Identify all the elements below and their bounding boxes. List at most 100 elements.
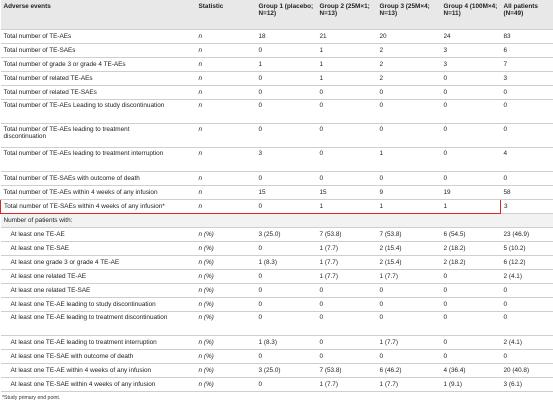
value-cell: 83 [500,29,553,44]
row-label: At least one grade 3 or grade 4 TE-AE [0,255,196,270]
row-label: Total number of TE-SAEs with outcome of … [0,171,196,186]
value-cell: 1 (7.7) [316,377,377,392]
table-row: At least one TE-AE within 4 weeks of any… [0,363,553,378]
label-text: At least one grade 3 or grade 4 TE-AE [10,259,120,266]
value-cell: 0 [255,377,317,392]
table-row: Total number of TE-AEs within 4 weeks of… [0,185,553,200]
label-text: At least one TE-SAE with outcome of deat… [10,353,134,360]
value-cell: 0 [316,297,377,312]
row-label: At least one TE-AE leading to study disc… [0,297,196,312]
value-cell: 0 [316,311,377,336]
value-cell: 0 [255,99,317,124]
value-cell: 6 (12.2) [500,255,553,270]
table-row: Total number of grade 3 or grade 4 TE-AE… [0,57,553,72]
value-cell: 0 [440,311,501,336]
label-text: At least one TE-AE within 4 weeks of any… [10,367,152,374]
value-cell: 0 [440,99,501,124]
table-row: At least one TE-SAE with outcome of deat… [0,349,553,364]
row-label: At least one TE-SAE with outcome of deat… [0,349,196,364]
section-row: Number of patients with: [0,213,553,228]
value-cell: 0 [316,85,377,100]
value-cell: 1 (8.3) [255,335,317,350]
value-cell: 6 (46.2) [376,363,441,378]
value-cell: 1 (7.7) [376,269,441,284]
statistic: n [195,71,256,86]
row-label: Total number of grade 3 or grade 4 TE-AE… [0,57,196,72]
value-cell: 1 [255,57,317,72]
value-cell: 0 [255,85,317,100]
table-row: At least one grade 3 or grade 4 TE-AE n (… [0,255,553,270]
statistic: n (%) [195,297,256,312]
value-cell: 0 [376,349,441,364]
value-cell: 0 [255,43,317,58]
value-cell: 0 [255,269,317,284]
value-cell: 3 [440,43,501,58]
value-cell: 0 [316,171,377,186]
value-cell: 18 [255,29,317,44]
table-row: Total number of related TE-AEs n 0 1 2 0 3 [0,71,553,86]
label-text: At least one TE-AE leading to study disc… [10,301,156,308]
statistic: n [195,199,256,214]
value-cell: 2 (15.4) [376,255,441,270]
label-text: Total number of TE-AEs within 4 weeks of… [3,189,158,196]
statistic: n (%) [195,363,256,378]
statistic: n (%) [195,335,256,350]
table-row: At least one TE-SAE within 4 weeks of an… [0,377,553,392]
value-cell: 0 [440,269,501,284]
value-cell: 7 (53.8) [376,227,441,242]
value-cell: 2 [376,57,441,72]
row-label: At least one TE-AE leading to treatment … [0,335,196,350]
value-cell: 1 (7.7) [316,255,377,270]
label-text: At least one TE-AE [10,231,65,238]
header-cell: Group 1 (placebo; N=12) [255,0,317,30]
table-row: At least one TE-AE leading to treatment … [0,311,553,336]
value-cell: 3 [500,199,553,214]
label-text: At least one TE-SAE [10,245,70,252]
value-cell: 0 [255,241,317,256]
value-cell: 0 [316,99,377,124]
label-text: Total number of related TE-SAEs [3,89,97,96]
value-cell: 0 [316,283,377,298]
row-label: At least one related TE-SAE [0,283,196,298]
header-cell: All patients (N=49) [500,0,553,30]
statistic: n [195,185,256,200]
value-cell: 0 [316,335,377,350]
table-row: At least one TE-AE leading to treatment … [0,335,553,350]
value-cell: 0 [316,147,377,172]
statistic: n (%) [195,377,256,392]
value-cell: 1 [316,71,377,86]
value-cell: 19 [440,185,501,200]
value-cell: 2 (18.2) [440,255,501,270]
value-cell: 0 [255,123,317,148]
label-text: Total number of TE-AEs Leading to study … [3,102,165,109]
value-cell: 1 [376,199,441,214]
label-text: Total number of grade 3 or grade 4 TE-AE… [3,61,126,68]
value-cell: 0 [376,85,441,100]
value-cell: 0 [500,297,553,312]
label-text: Total number of TE-AEs leading to treatm… [3,150,164,157]
statistic: n (%) [195,255,256,270]
table-row: At least one related TE-AE n (%) 0 1 (7.7) 1… [0,269,553,284]
statistic: n (%) [195,283,256,298]
value-cell: 1 (7.7) [376,335,441,350]
value-cell: 4 (36.4) [440,363,501,378]
value-cell: 0 [376,311,441,336]
value-cell: 0 [255,349,317,364]
value-cell: 0 [440,71,501,86]
header-row: Adverse events Statistic Group 1 (placebo;… [0,0,553,30]
statistic: n (%) [195,241,256,256]
value-cell: 1 [440,199,501,214]
label-text: Total number of TE-AEs leading to treatm… [3,126,130,140]
label-text: At least one TE-AE leading to treatment … [10,314,168,321]
table-row: Total number of TE-AEs n 18 21 20 24 83 [0,29,553,44]
row-label: At least one TE-AE leading to treatment … [0,311,196,336]
value-cell: 1 [316,43,377,58]
table-row: At least one TE-AE leading to study disc… [0,297,553,312]
value-cell: 0 [376,297,441,312]
value-cell: 4 [500,147,553,172]
value-cell: 0 [255,71,317,86]
table-row: Total number of TE-SAEs n 0 1 2 3 6 [0,43,553,58]
table-row: At least one TE-SAE n (%) 0 1 (7.7) 2 (15.4)… [0,241,553,256]
label-text: At least one related TE-AE [10,273,87,280]
label-text: At least one related TE-SAE [10,287,91,294]
